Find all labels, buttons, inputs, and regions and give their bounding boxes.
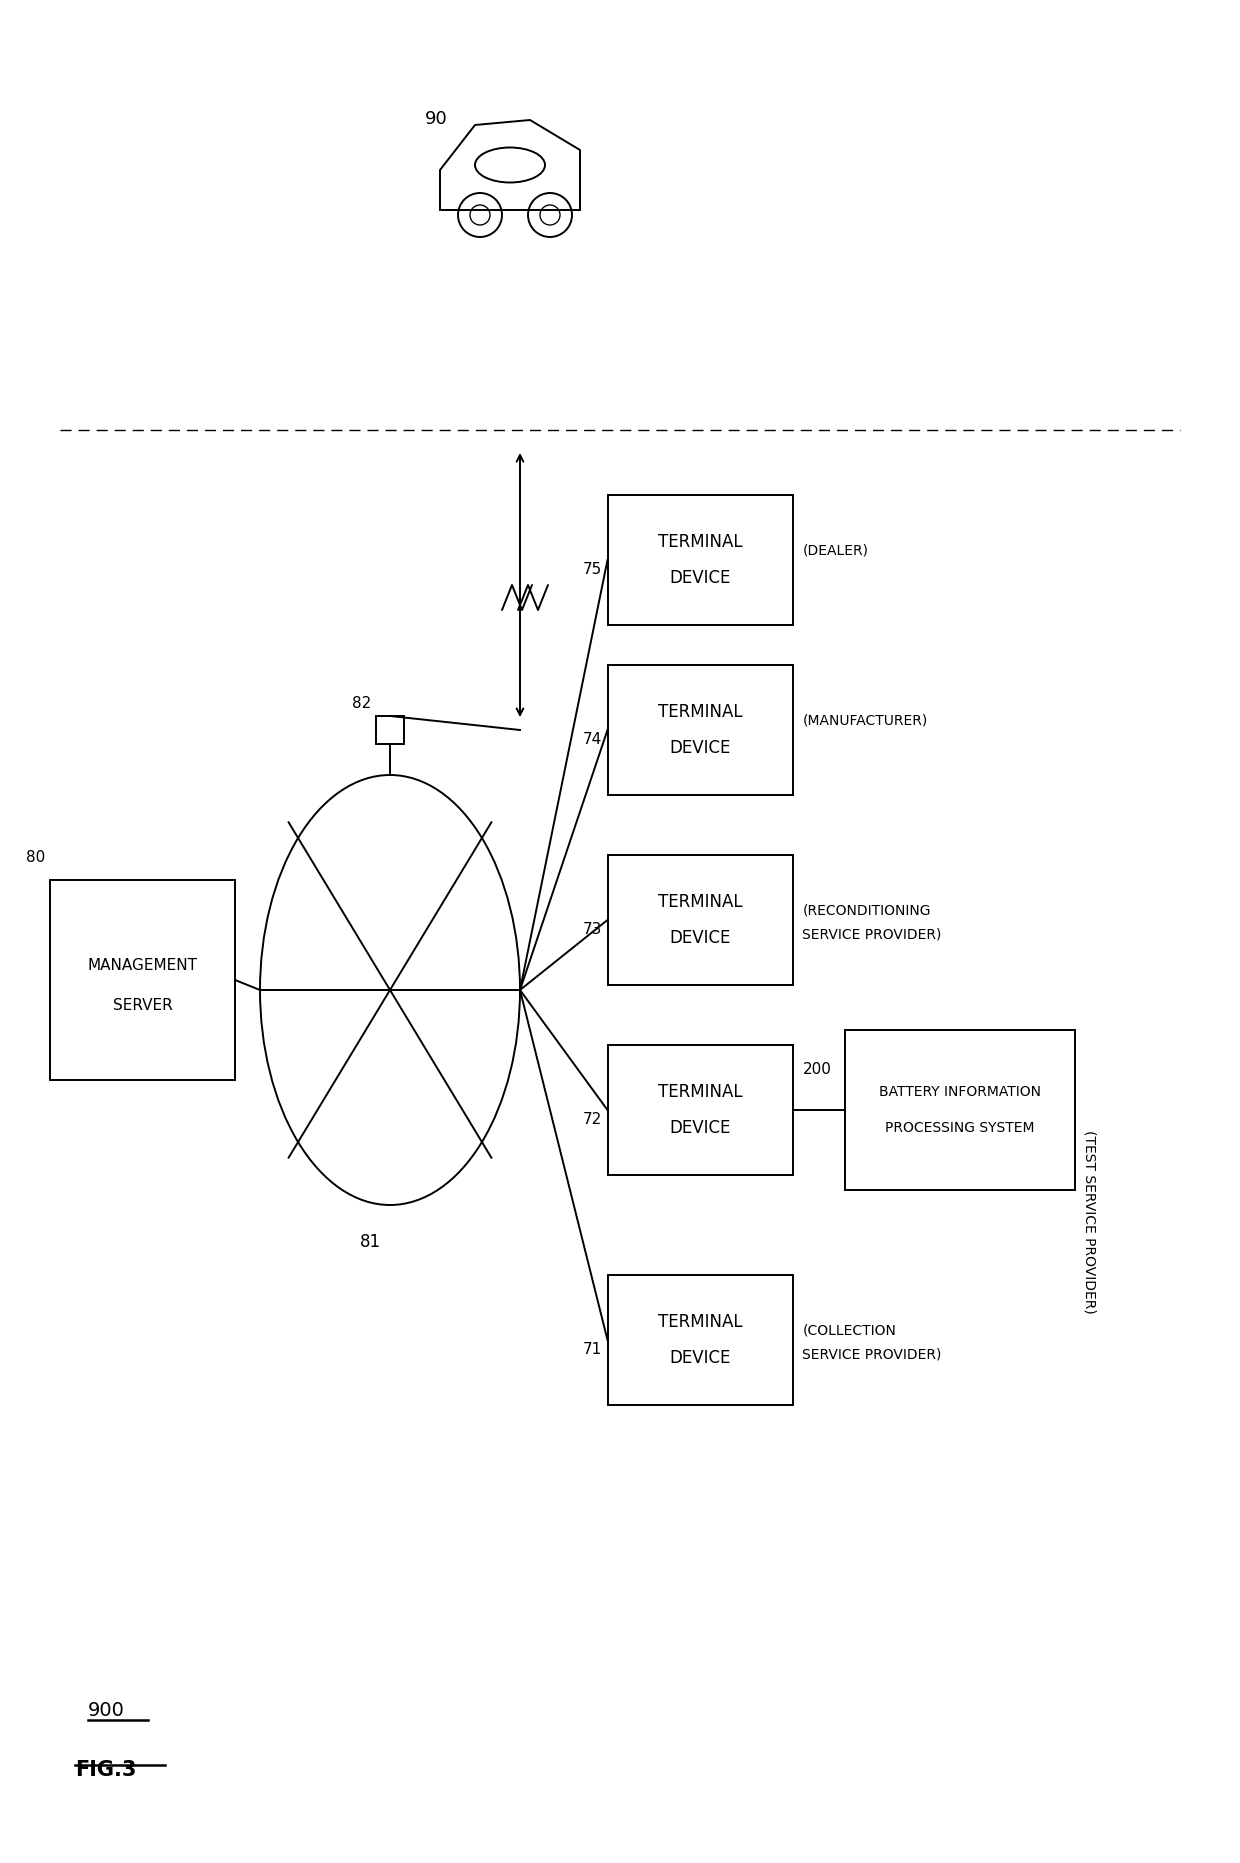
Text: TERMINAL: TERMINAL — [657, 1082, 743, 1101]
FancyBboxPatch shape — [608, 665, 792, 796]
Text: 200: 200 — [802, 1062, 831, 1077]
Text: FIG.3: FIG.3 — [74, 1761, 136, 1779]
Text: SERVER: SERVER — [113, 997, 172, 1012]
Text: TERMINAL: TERMINAL — [657, 533, 743, 551]
Text: DEVICE: DEVICE — [670, 740, 730, 756]
Text: DEVICE: DEVICE — [670, 1349, 730, 1367]
Text: 90: 90 — [425, 110, 448, 129]
FancyBboxPatch shape — [608, 496, 792, 624]
Text: 900: 900 — [88, 1701, 125, 1720]
Text: PROCESSING SYSTEM: PROCESSING SYSTEM — [885, 1122, 1034, 1135]
Text: (TEST SERVICE PROVIDER): (TEST SERVICE PROVIDER) — [1083, 1131, 1097, 1313]
Text: SERVICE PROVIDER): SERVICE PROVIDER) — [802, 928, 942, 941]
FancyBboxPatch shape — [376, 715, 404, 743]
Text: 74: 74 — [583, 732, 603, 747]
Text: (MANUFACTURER): (MANUFACTURER) — [802, 714, 928, 727]
Text: 73: 73 — [583, 922, 603, 937]
Text: SERVICE PROVIDER): SERVICE PROVIDER) — [802, 1347, 942, 1362]
FancyBboxPatch shape — [608, 1045, 792, 1176]
Text: 71: 71 — [583, 1343, 603, 1358]
Text: (COLLECTION: (COLLECTION — [802, 1323, 897, 1338]
Text: 75: 75 — [583, 563, 603, 578]
FancyBboxPatch shape — [608, 1274, 792, 1405]
Text: 81: 81 — [360, 1233, 381, 1250]
Text: 82: 82 — [352, 697, 371, 712]
Text: (DEALER): (DEALER) — [802, 542, 868, 557]
Text: 72: 72 — [583, 1112, 603, 1127]
FancyBboxPatch shape — [844, 1030, 1075, 1190]
Text: TERMINAL: TERMINAL — [657, 892, 743, 911]
Text: BATTERY INFORMATION: BATTERY INFORMATION — [879, 1084, 1042, 1099]
Text: TERMINAL: TERMINAL — [657, 1313, 743, 1330]
Text: DEVICE: DEVICE — [670, 568, 730, 587]
Text: TERMINAL: TERMINAL — [657, 702, 743, 721]
Text: MANAGEMENT: MANAGEMENT — [88, 958, 197, 972]
Text: (RECONDITIONING: (RECONDITIONING — [802, 904, 931, 917]
Text: 80: 80 — [26, 850, 45, 864]
Text: DEVICE: DEVICE — [670, 1120, 730, 1136]
FancyBboxPatch shape — [608, 855, 792, 986]
FancyBboxPatch shape — [50, 879, 236, 1081]
Text: DEVICE: DEVICE — [670, 930, 730, 946]
